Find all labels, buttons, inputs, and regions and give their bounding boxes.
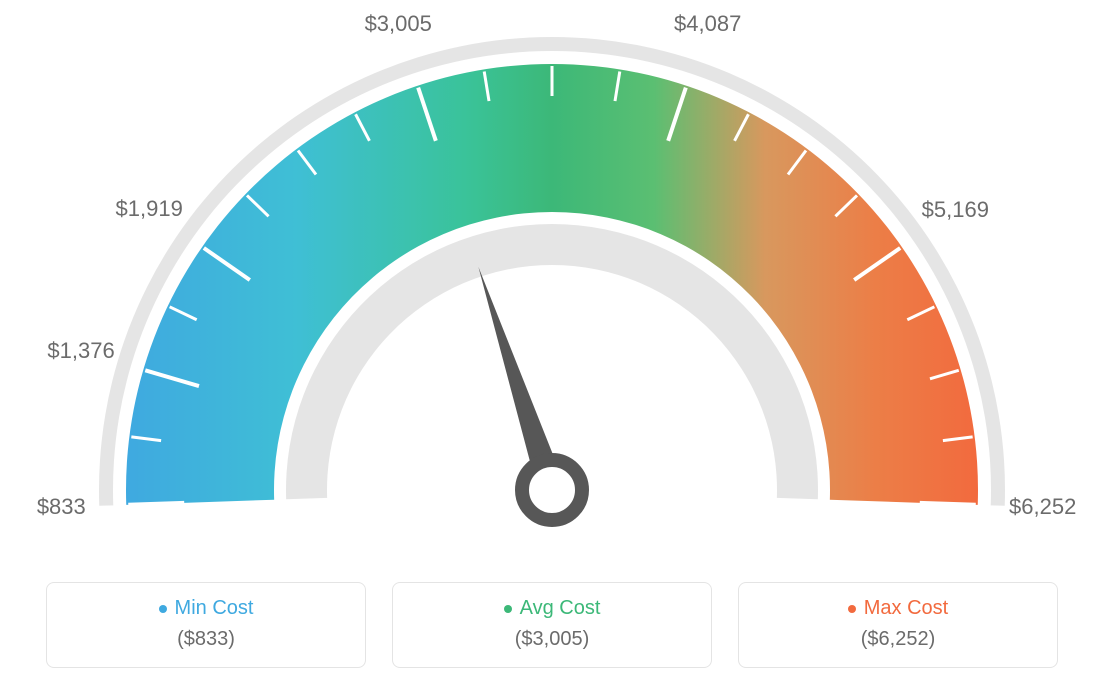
gauge-tick-label: $1,919 <box>116 196 183 222</box>
gauge-tick-label: $3,005 <box>365 11 432 37</box>
legend-avg-label: Avg Cost <box>520 597 601 620</box>
gauge-container: $833 $1,376 $1,919 $3,005 $4,087 $5,169 $6,252 <box>0 0 1104 560</box>
dot-icon <box>504 605 512 613</box>
gauge-tick-label: $5,169 <box>922 197 989 223</box>
legend-card-avg: Avg Cost ($3,005) <box>392 582 712 668</box>
gauge-tick-label: $833 <box>37 494 86 520</box>
dot-icon <box>159 605 167 613</box>
legend-max-label: Max Cost <box>864 597 948 620</box>
legend-card-max: Max Cost ($6,252) <box>738 582 1058 668</box>
dot-icon <box>848 605 856 613</box>
gauge-tick-label: $6,252 <box>1009 494 1076 520</box>
legend-row: Min Cost ($833) Avg Cost ($3,005) Max Co… <box>0 582 1104 668</box>
gauge-tick-label: $1,376 <box>47 338 114 364</box>
gauge-tick-label: $4,087 <box>674 11 741 37</box>
legend-title-max: Max Cost <box>848 597 948 620</box>
legend-min-value: ($833) <box>57 628 355 651</box>
legend-title-avg: Avg Cost <box>504 597 601 620</box>
legend-max-value: ($6,252) <box>749 628 1047 651</box>
gauge-svg <box>0 0 1104 560</box>
legend-title-min: Min Cost <box>159 597 254 620</box>
legend-avg-value: ($3,005) <box>403 628 701 651</box>
legend-min-label: Min Cost <box>175 597 254 620</box>
legend-card-min: Min Cost ($833) <box>46 582 366 668</box>
